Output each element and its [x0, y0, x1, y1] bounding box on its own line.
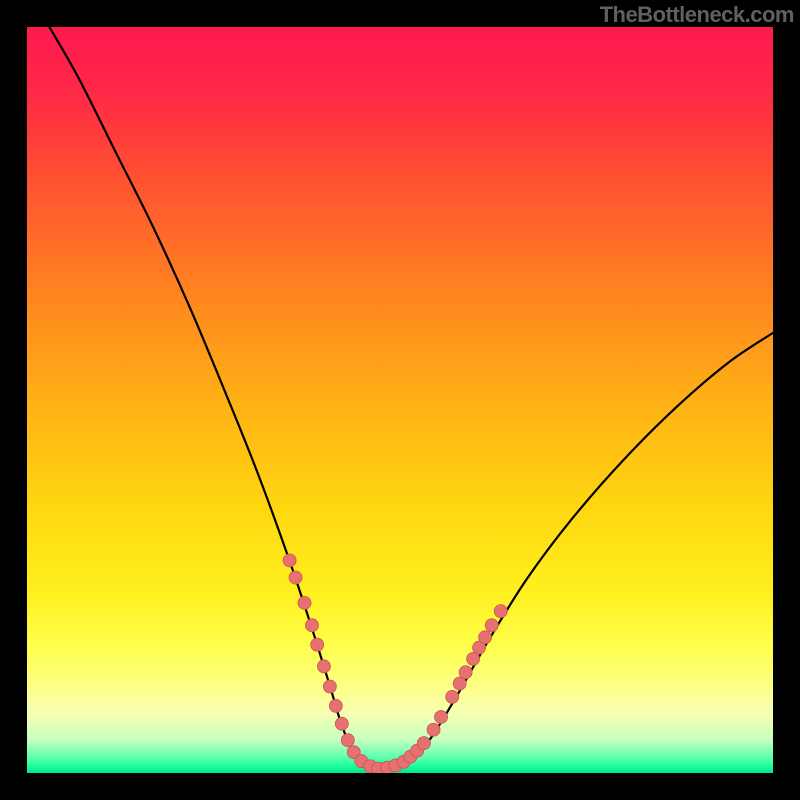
data-marker — [323, 680, 336, 693]
data-marker — [459, 666, 472, 679]
plot-background — [27, 27, 773, 773]
data-marker — [417, 737, 430, 750]
data-marker — [289, 571, 302, 584]
data-marker — [479, 631, 492, 644]
data-marker — [283, 554, 296, 567]
data-marker — [427, 723, 440, 736]
data-marker — [305, 619, 318, 632]
data-marker — [335, 717, 348, 730]
data-marker — [298, 596, 311, 609]
bottleneck-chart — [0, 0, 800, 800]
chart-container: TheBottleneck.com — [0, 0, 800, 800]
data-marker — [435, 711, 448, 724]
data-marker — [494, 605, 507, 618]
data-marker — [317, 660, 330, 673]
watermark-text: TheBottleneck.com — [600, 2, 794, 28]
data-marker — [341, 734, 354, 747]
data-marker — [446, 690, 459, 703]
data-marker — [329, 699, 342, 712]
data-marker — [311, 638, 324, 651]
data-marker — [485, 619, 498, 632]
